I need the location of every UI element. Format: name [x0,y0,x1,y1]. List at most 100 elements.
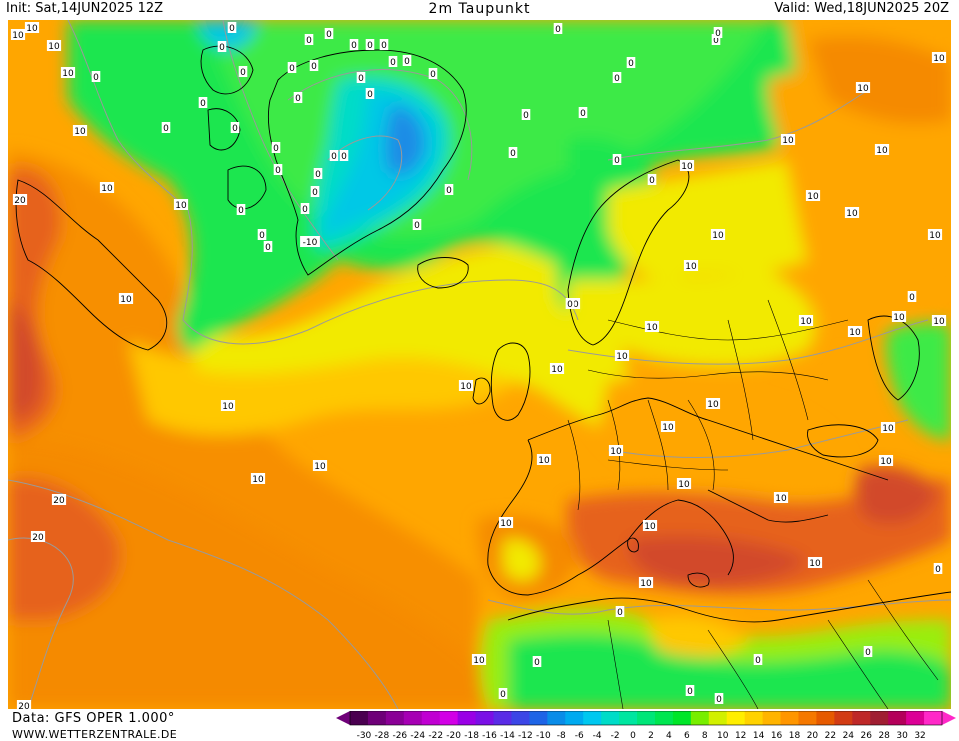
contour-label: 0 [365,88,375,100]
svg-text:0: 0 [240,68,246,78]
legend-tick-label: 24 [843,731,855,741]
legend-tick-label: 2 [648,731,654,741]
svg-text:0: 0 [289,64,295,74]
legend-tick-label: 12 [735,731,746,741]
svg-text:0: 0 [687,687,693,697]
svg-text:0: 0 [315,170,321,180]
svg-text:10: 10 [857,84,869,94]
svg-text:10: 10 [175,201,187,211]
svg-text:10: 10 [880,457,892,467]
svg-text:10: 10 [48,42,60,52]
borders [567,299,939,709]
dewpoint-field [8,20,951,709]
contour-label: 0 [647,174,657,186]
contour-label: 0 [238,66,248,78]
svg-text:10: 10 [252,475,264,485]
contour-label: 10 [780,134,796,146]
contour-label: 10 [927,229,943,241]
svg-text:10: 10 [551,365,563,375]
legend-tick-label: 22 [825,731,836,741]
contour-label: 0 [263,241,273,253]
svg-text:0: 0 [331,152,337,162]
svg-text:10: 10 [616,352,628,362]
contour-label: 0 [626,57,636,69]
svg-text:10: 10 [473,656,485,666]
contour-label: 10 [798,315,814,327]
svg-text:10: 10 [74,127,86,137]
legend-tick-label: 16 [771,731,783,741]
contour-label: 0 [293,92,303,104]
legend-swatch [924,711,943,725]
legend-tick-label: -26 [392,731,407,741]
legend-swatch [619,711,638,725]
legend-tick-label: -18 [464,731,479,741]
legend-swatch [726,711,746,725]
legend-swatch [385,711,405,725]
svg-text:0: 0 [326,30,332,40]
svg-text:0: 0 [265,243,271,253]
website-credit: WWW.WETTERZENTRALE.DE [12,728,178,741]
contour-label: 10 [549,363,565,375]
svg-text:0: 0 [414,221,420,231]
legend-swatch [439,711,459,725]
svg-text:0: 0 [614,156,620,166]
legend-tick-label: 4 [666,731,672,741]
legend-swatch [798,711,817,725]
legend-tick-label: 10 [717,731,729,741]
legend-tick-label: 28 [878,731,890,741]
svg-text:0: 0 [523,111,529,121]
svg-text:0: 0 [614,74,620,84]
contour-label: 10 [931,315,947,327]
contour-label: 10 [847,326,863,338]
svg-text:10: 10 [681,162,693,172]
legend-tick-label: 30 [896,731,908,741]
contour-label: 0 [300,203,310,215]
svg-text:10: 10 [807,192,819,202]
legend-swatch [367,711,387,725]
contour-label: 10 [99,182,115,194]
contour-label: 10 [874,144,890,156]
contour-label: 0 [615,606,625,618]
svg-text:0: 0 [500,690,506,700]
legend-arrow-low [336,711,350,725]
svg-text:10: 10 [500,519,512,529]
contour-label: 10 [644,321,660,333]
svg-text:0: 0 [311,62,317,72]
contour-label: 0 [553,23,563,35]
legend-swatch [350,711,369,725]
svg-text:10: 10 [800,317,812,327]
legend-swatch [708,711,728,725]
contour-label: 10 [250,473,266,485]
svg-text:0: 0 [312,188,318,198]
contour-label: 10 [60,67,76,79]
contour-label: 10 [891,311,907,323]
contour-label: 10 [807,557,823,569]
contour-label: 10 [312,460,328,472]
svg-text:10: 10 [460,382,472,392]
svg-text:0: 0 [567,300,573,310]
dewpoint-map[interactable]: 10 10 10 0 10 0 0 0 0 0 0 0 0 0 0 0 0 0 0 0 0 0 0 0 0 0 0 0 0 0 0 -10 0 0… [8,20,951,709]
svg-text:0: 0 [580,109,586,119]
svg-text:0: 0 [93,73,99,83]
svg-text:0: 0 [219,43,225,53]
contour-label: 0 [91,71,101,83]
data-source: Data: GFS OPER 1.000° [12,711,175,726]
contour-label: -10 [300,236,320,248]
valid-time: Valid: Wed,18JUN2025 20Z [774,1,949,16]
svg-text:10: 10 [26,24,38,34]
contour-label: 10 [498,517,514,529]
legend-arrow-high [942,711,956,725]
contour-label: 10 [844,207,860,219]
contour-label: 0 [907,291,917,303]
svg-text:0: 0 [306,36,312,46]
contour-label: 10 [679,160,695,172]
svg-text:0: 0 [381,41,387,51]
contour-label: 0 [388,56,398,68]
contour-label: 0 [329,150,339,162]
legend-swatch [637,711,656,725]
svg-text:10: 10 [646,323,658,333]
svg-text:0: 0 [430,70,436,80]
svg-text:0: 0 [909,293,915,303]
contour-label: 10 [676,478,692,490]
